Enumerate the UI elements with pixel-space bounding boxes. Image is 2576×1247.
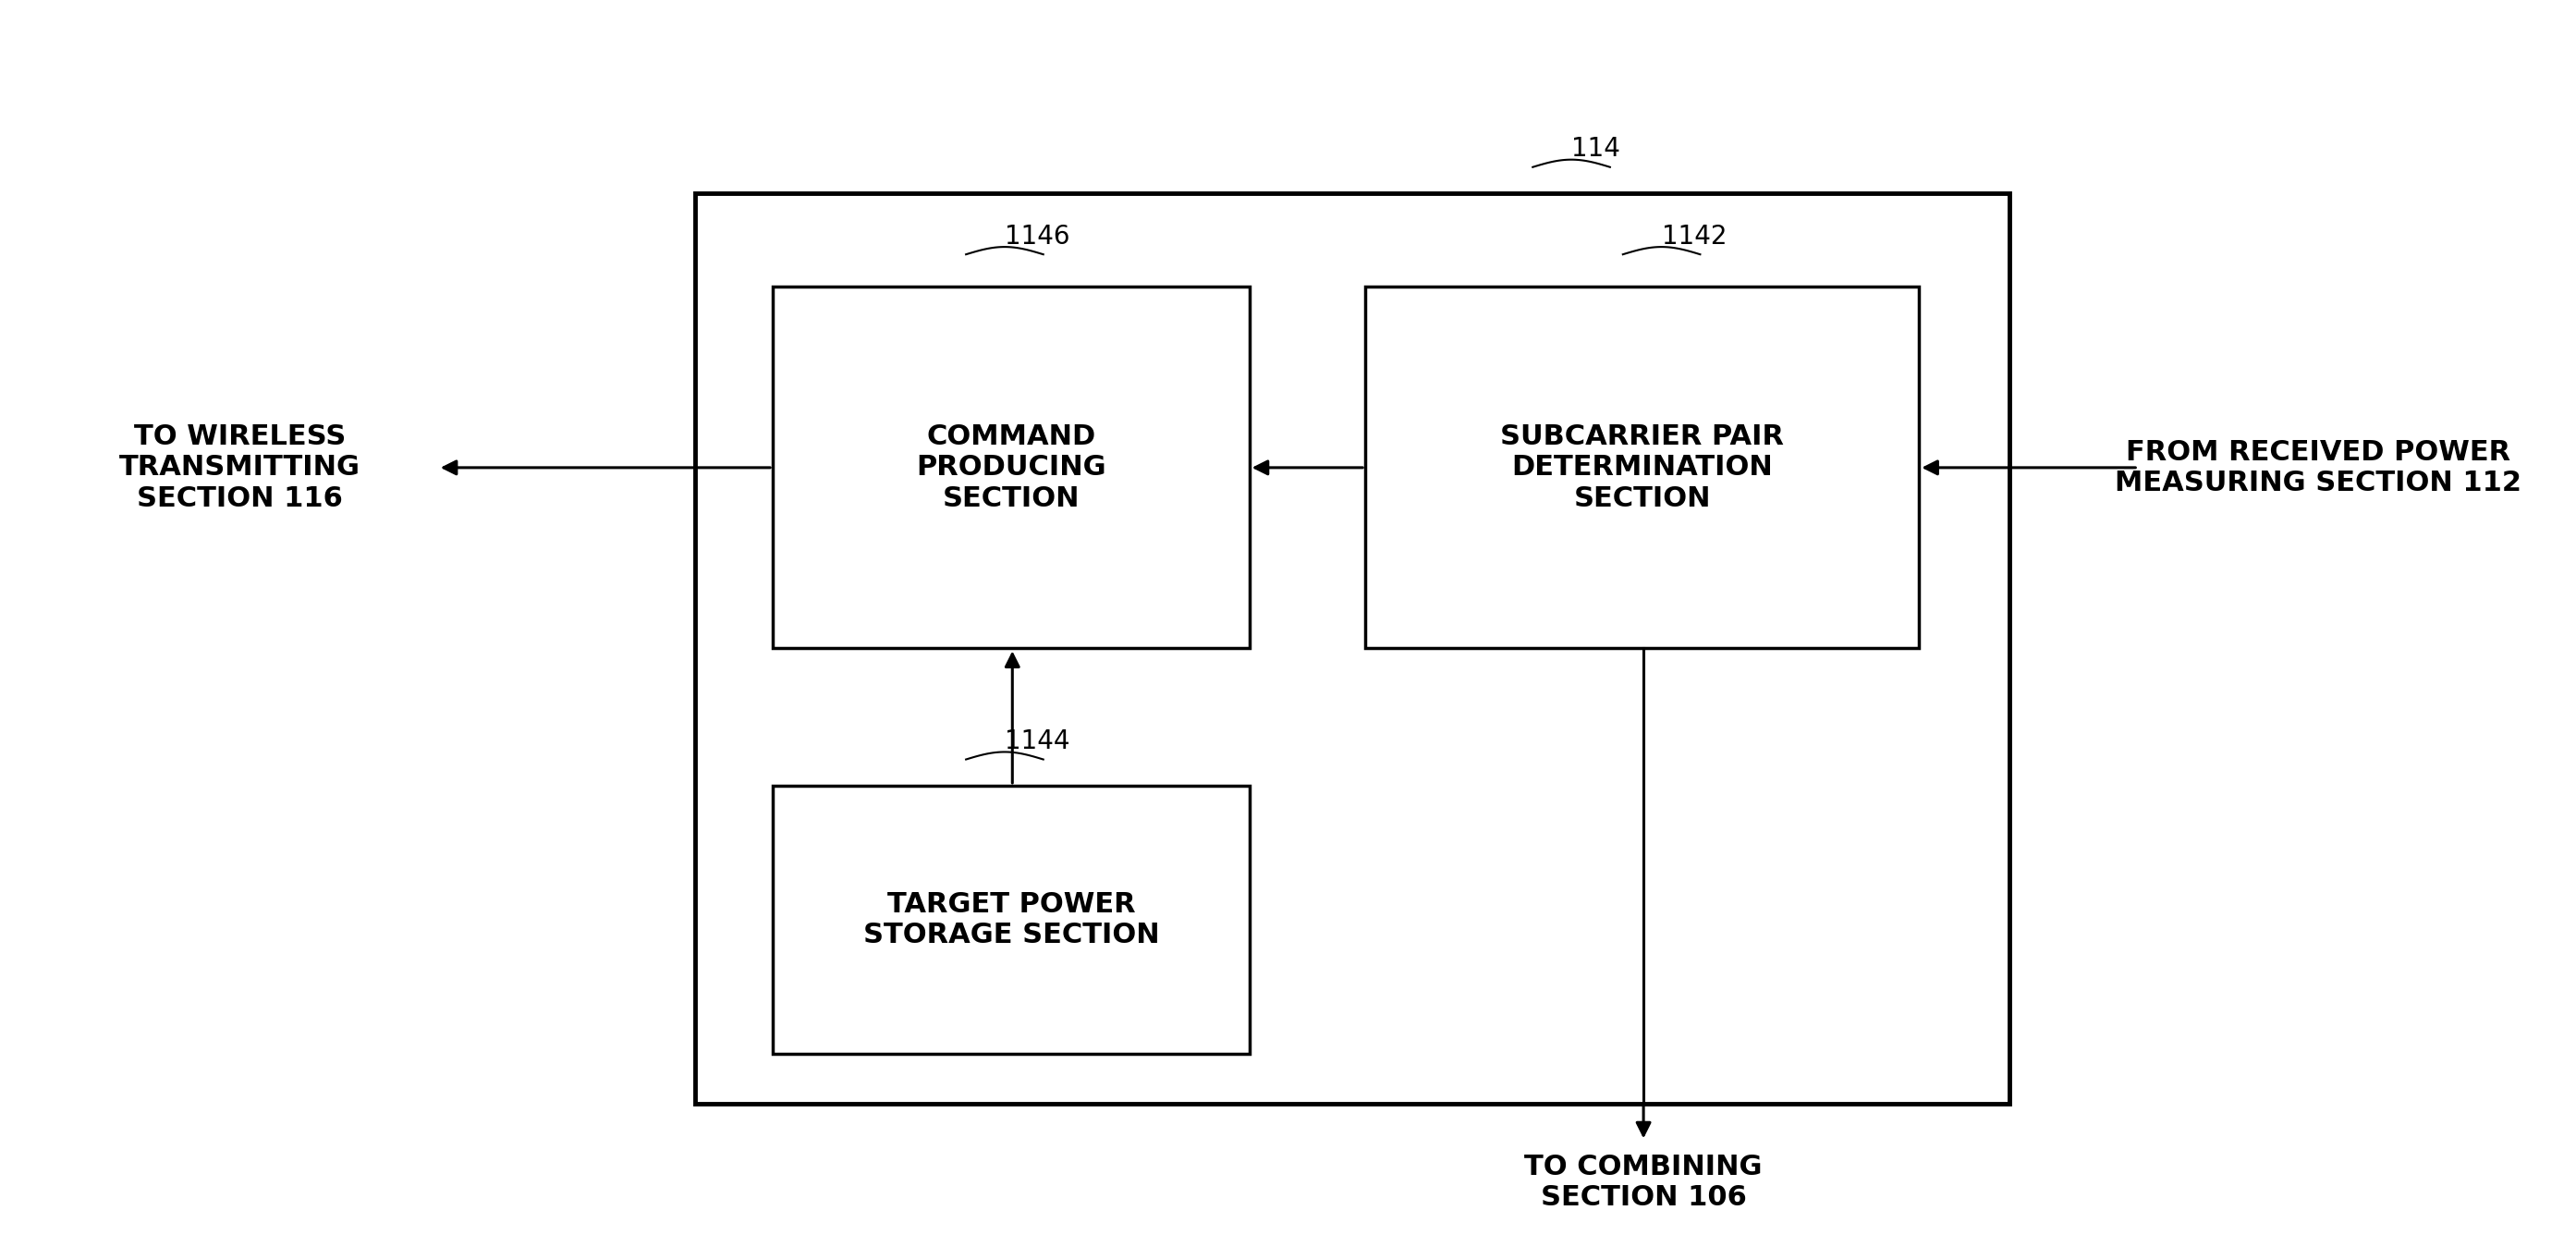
Bar <box>1365 287 1919 648</box>
Text: SUBCARRIER PAIR
DETERMINATION
SECTION: SUBCARRIER PAIR DETERMINATION SECTION <box>1499 423 1785 513</box>
Bar <box>696 193 2009 1104</box>
Bar <box>773 287 1249 648</box>
Bar <box>773 786 1249 1054</box>
Text: TARGET POWER
STORAGE SECTION: TARGET POWER STORAGE SECTION <box>863 890 1159 949</box>
Text: 1142: 1142 <box>1662 223 1726 249</box>
Text: TO COMBINING
SECTION 106: TO COMBINING SECTION 106 <box>1525 1153 1762 1211</box>
Text: 1144: 1144 <box>1005 728 1069 754</box>
Text: FROM RECEIVED POWER
MEASURING SECTION 112: FROM RECEIVED POWER MEASURING SECTION 11… <box>2115 439 2522 496</box>
Text: TO WIRELESS
TRANSMITTING
SECTION 116: TO WIRELESS TRANSMITTING SECTION 116 <box>118 423 361 513</box>
Text: 114: 114 <box>1571 136 1620 162</box>
Text: COMMAND
PRODUCING
SECTION: COMMAND PRODUCING SECTION <box>917 423 1105 513</box>
Text: 1146: 1146 <box>1005 223 1069 249</box>
